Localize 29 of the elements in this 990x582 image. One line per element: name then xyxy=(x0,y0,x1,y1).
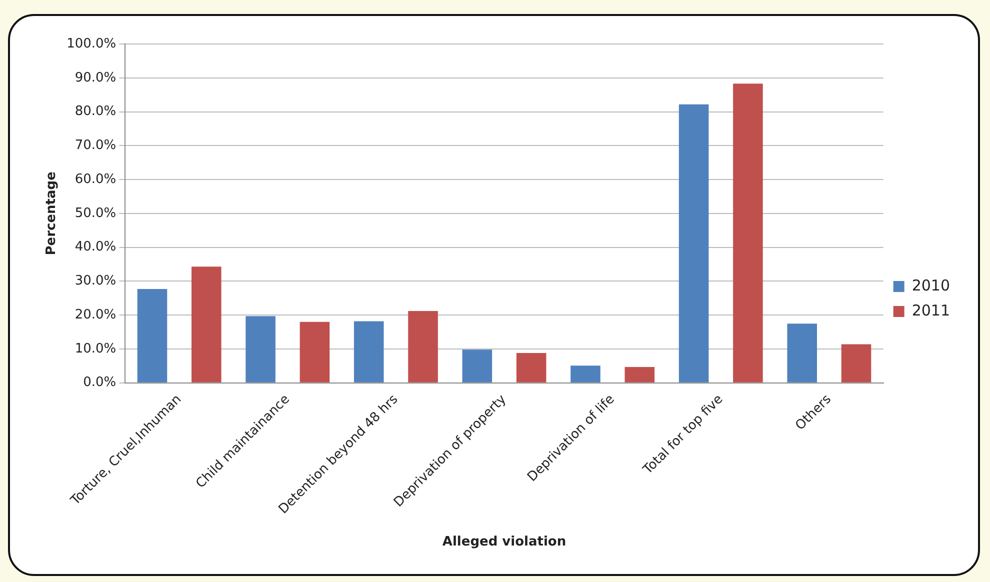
y-axis-title: Percentage xyxy=(44,171,60,256)
y-tick-label: 40.0% xyxy=(74,240,116,255)
y-tick-label: 60.0% xyxy=(74,172,116,187)
bar xyxy=(516,353,546,382)
bar xyxy=(462,350,492,382)
y-tick-label: 20.0% xyxy=(74,307,116,322)
y-tick-label: 30.0% xyxy=(74,274,116,289)
bar xyxy=(408,311,438,382)
bar xyxy=(137,289,168,382)
bar xyxy=(841,344,872,382)
y-tick-label: 10.0% xyxy=(74,341,116,356)
legend-label: 2010 xyxy=(912,276,950,294)
bar xyxy=(570,366,600,382)
y-tick-label: 50.0% xyxy=(74,206,116,221)
bar xyxy=(300,322,330,382)
bar xyxy=(192,266,222,382)
bar xyxy=(678,104,709,382)
x-axis-title: Alleged violation xyxy=(442,534,566,550)
bar xyxy=(624,366,655,382)
bar xyxy=(733,84,763,382)
legend-label: 2011 xyxy=(912,301,950,320)
bar xyxy=(246,316,276,382)
y-tick-label: 80.0% xyxy=(74,104,116,120)
y-tick-label: 90.0% xyxy=(74,70,116,86)
bar xyxy=(787,324,817,382)
bar xyxy=(354,321,384,382)
y-tick-label: 70.0% xyxy=(74,138,116,154)
y-tick-label: 100.0% xyxy=(66,36,116,52)
y-tick-label: 0.0% xyxy=(83,375,116,390)
